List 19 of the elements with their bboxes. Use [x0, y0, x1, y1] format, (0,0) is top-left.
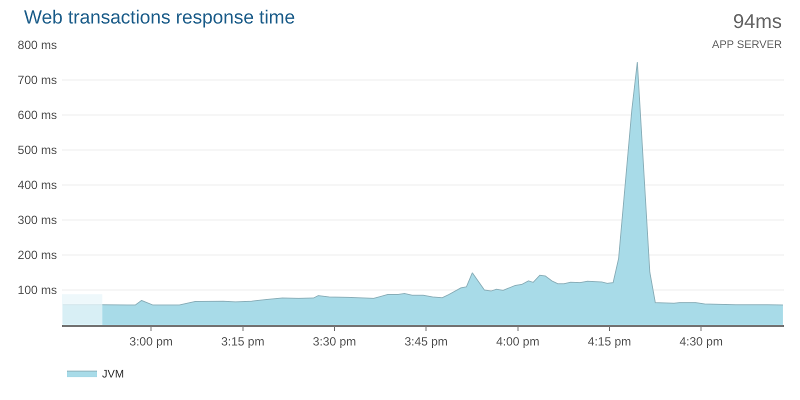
y-tick-label: 700 ms	[18, 73, 57, 88]
annotation: APP SERVER	[712, 39, 782, 51]
x-tick-label: 3:15 pm	[221, 334, 264, 348]
x-tick-label: 3:00 pm	[129, 334, 173, 348]
y-tick-label: 500 ms	[18, 143, 57, 158]
x-tick-label: 3:30 pm	[312, 334, 356, 348]
y-tick-label: 600 ms	[18, 108, 57, 122]
chart-title: Web transactions response time	[24, 7, 296, 28]
y-tick-label: 200 ms	[18, 248, 57, 262]
text: 94ms	[733, 11, 782, 33]
y-tick-label: 300 ms	[18, 213, 57, 228]
y-tick-label: 400 ms	[18, 178, 57, 192]
x-tick-label: 3:45 pm	[404, 334, 448, 348]
y-tick-label: 800 ms	[18, 38, 57, 52]
x-tick-label: 4:00 pm	[496, 334, 540, 348]
legend-label: JVM	[102, 368, 124, 380]
x-tick-label: 4:15 pm	[588, 334, 632, 348]
x-tick-label: 4:30 pm	[679, 334, 723, 348]
y-tick-label: 100 ms	[18, 283, 57, 298]
